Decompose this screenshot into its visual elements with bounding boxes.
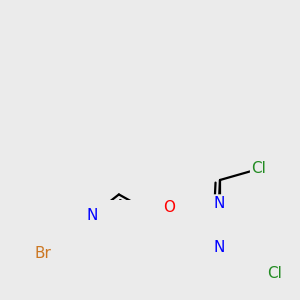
Text: N: N (213, 240, 225, 255)
Text: N: N (213, 196, 225, 211)
Text: Cl: Cl (251, 161, 266, 176)
Text: Br: Br (35, 246, 52, 261)
Text: O: O (163, 200, 175, 215)
Text: Cl: Cl (267, 266, 282, 281)
Text: N: N (86, 208, 98, 223)
